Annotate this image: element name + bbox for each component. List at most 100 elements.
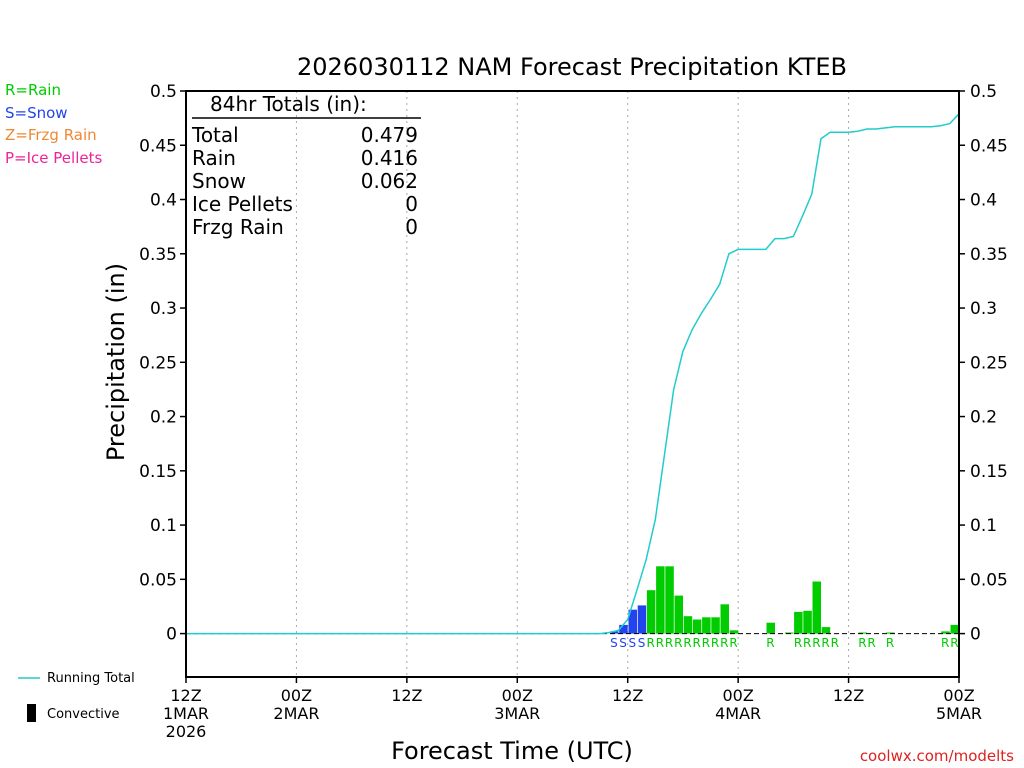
precip-type-letter: R [711, 636, 719, 650]
precip-type-letter: R [647, 636, 655, 650]
precip-type-letter: R [886, 636, 894, 650]
convective-legend-swatch [27, 704, 36, 722]
precip-bar [665, 566, 674, 634]
precip-bar [941, 631, 950, 634]
totals-row-label: Ice Pellets [192, 192, 293, 216]
precip-type-letter: R [821, 636, 829, 650]
y-tick-label-right: 0.45 [970, 136, 1008, 156]
x-tick-date: 5MAR [936, 704, 982, 723]
precip-type-letter: R [950, 636, 958, 650]
y-tick-label-left: 0.35 [139, 245, 177, 265]
x-tick-year: 2026 [166, 722, 207, 741]
precip-bar [729, 630, 739, 634]
precip-bar [628, 609, 637, 634]
totals-row-value: 0.479 [361, 123, 418, 147]
precip-bar [646, 590, 656, 634]
precip-bar [619, 624, 628, 634]
y-tick-label-left: 0.25 [139, 353, 177, 373]
y-tick-label-left: 0.5 [150, 82, 177, 102]
y-tick-label-right: 0.1 [970, 516, 997, 536]
legend-freezing-rain: Z=Frzg Rain [5, 126, 97, 144]
y-tick-label-right: 0.25 [970, 353, 1008, 373]
precip-bar [950, 624, 959, 634]
x-tick-label: 12Z [612, 686, 643, 705]
precip-bar [720, 604, 729, 634]
precip-type-letter: R [720, 636, 728, 650]
precip-bar [858, 632, 867, 634]
y-tick-label-right: 0.4 [970, 191, 997, 211]
precip-bar [692, 619, 702, 634]
running-total-legend-label: Running Total [47, 671, 135, 686]
y-tick-label-left: 0.05 [139, 570, 177, 590]
y-axis-label: Precipitation (in) [102, 263, 130, 461]
convective-legend-label: Convective [47, 707, 120, 722]
precip-type-letter: R [858, 636, 866, 650]
y-tick-label-right: 0.15 [970, 462, 1008, 482]
precip-type-letter: S [638, 636, 646, 650]
precip-bar [656, 566, 665, 634]
running-total-line [186, 113, 960, 635]
x-tick-label: 12Z [170, 686, 201, 705]
legend-ice-pellets: P=Ice Pellets [5, 149, 103, 167]
bottom-legend: Running Total Convective [18, 671, 135, 722]
precip-bar [821, 627, 831, 634]
y-tick-label-right: 0.2 [970, 408, 997, 428]
precip-type-letter: R [941, 636, 949, 650]
x-tick-label: 00Z [943, 686, 974, 705]
precip-type-letter: R [683, 636, 691, 650]
y-tick-label-left: 0.15 [139, 462, 177, 482]
precip-bar [794, 611, 803, 634]
x-tick-label: 00Z [722, 686, 753, 705]
totals-row-value: 0 [405, 215, 418, 239]
totals-box: 84hr Totals (in): Total 0.479 Rain 0.416 Sno… [191, 92, 421, 239]
precip-type-letter: R [665, 636, 673, 650]
precip-bar [766, 622, 775, 634]
precip-type-letter: R [693, 636, 701, 650]
y-tick-label-right: 0.35 [970, 245, 1008, 265]
precip-type-letter: R [812, 636, 820, 650]
precip-type-letter: R [803, 636, 811, 650]
totals-row-value: 0.062 [361, 169, 418, 193]
y-tick-label-left: 0.3 [150, 299, 177, 319]
precip-bar [610, 631, 619, 634]
precip-bar [812, 581, 821, 634]
precip-type-letter: R [766, 636, 774, 650]
precip-bars [610, 566, 959, 634]
y-tick-label-right: 0.05 [970, 570, 1008, 590]
precip-bar [702, 617, 711, 634]
y-tick-label-right: 0 [970, 625, 981, 645]
legend-snow: S=Snow [5, 104, 68, 122]
precip-type-letter: S [628, 636, 636, 650]
x-tick-label: 12Z [833, 686, 864, 705]
precip-type-letters: SSSSSSSSRRRRRRRRRRRRRRRRRRRRRRRRRRRRRRRR… [610, 636, 958, 650]
y-tick-label-left: 0.1 [150, 516, 177, 536]
totals-row-label: Rain [192, 146, 236, 170]
precip-type-letter: R [794, 636, 802, 650]
y-tick-label-left: 0.45 [139, 136, 177, 156]
precip-bar [711, 617, 720, 634]
precip-type-letter: S [610, 636, 618, 650]
y-axis-ticks: 0 0 0.05 0.05 0.1 0.1 0.15 0.15 0.2 0.2 0.25 0.25 0.… [139, 82, 1008, 645]
totals-row-label: Total [191, 123, 239, 147]
y-tick-label-left: 0.2 [150, 408, 177, 428]
precip-type-letter: R [674, 636, 682, 650]
precip-bar [683, 616, 693, 634]
precip-type-letter: S [619, 636, 627, 650]
x-tick-label: 12Z [391, 686, 422, 705]
y-tick-label-right: 0.5 [970, 82, 997, 102]
totals-row-label: Frzg Rain [192, 215, 284, 239]
x-axis-label: Forecast Time (UTC) [391, 737, 633, 765]
x-tick-label: 00Z [502, 686, 533, 705]
totals-title: 84hr Totals (in): [210, 92, 367, 116]
precip-bar [637, 605, 647, 634]
precip-type-letter: R [729, 636, 737, 650]
precip-type-letter: R [702, 636, 710, 650]
x-tick-date: 2MAR [273, 704, 319, 723]
plot-frame [185, 90, 960, 678]
totals-row-label: Snow [192, 169, 246, 193]
x-tick-label: 00Z [281, 686, 312, 705]
precip-bar [803, 610, 812, 634]
x-tick-date: 4MAR [715, 704, 761, 723]
